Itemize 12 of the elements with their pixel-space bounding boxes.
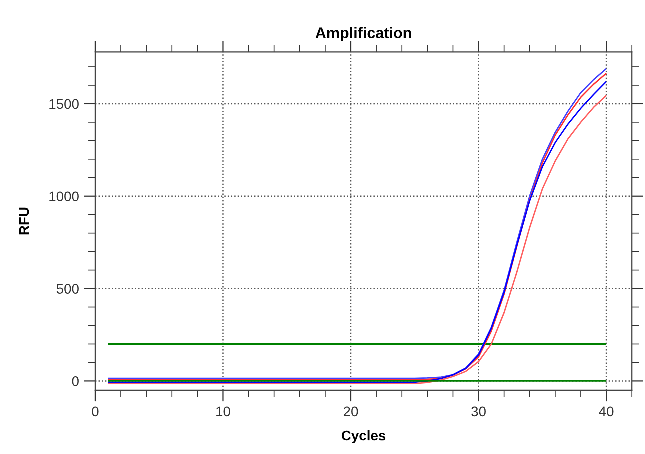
y-tick-label: 500: [56, 284, 79, 294]
x-tick-label: 40: [599, 406, 614, 417]
y-tick-label: 0: [72, 376, 79, 386]
x-tick-label: 10: [216, 406, 230, 417]
x-axis-title: Cycles: [342, 430, 386, 444]
y-tick-label: 1000: [50, 192, 79, 202]
y-axis-title: RFU: [19, 208, 30, 235]
y-tick-label: 1500: [50, 99, 79, 110]
x-tick-label: 20: [344, 406, 358, 417]
chart-title: Amplification: [316, 27, 412, 42]
x-tick-label: 30: [472, 406, 486, 417]
x-tick-label: 0: [92, 406, 99, 417]
